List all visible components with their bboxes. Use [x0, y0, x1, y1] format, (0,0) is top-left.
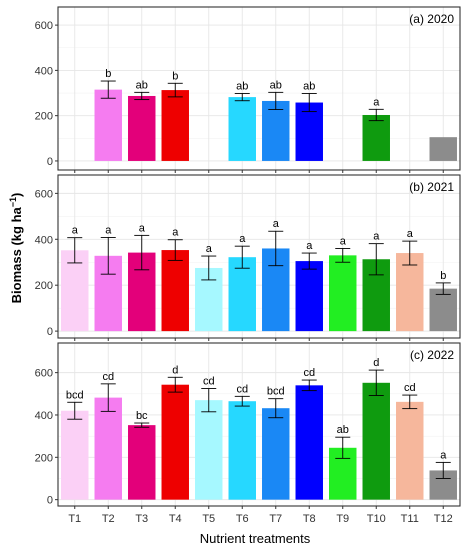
bar-t10 — [362, 382, 390, 500]
bar-t7 — [262, 408, 290, 500]
bar-t4 — [161, 90, 189, 161]
significance-letter: bc — [136, 410, 148, 422]
bar-t8 — [295, 261, 323, 332]
significance-letter: cd — [404, 382, 416, 394]
significance-letter: b — [440, 270, 446, 282]
x-tick-label-t4: T4 — [169, 513, 182, 525]
bar-t7 — [262, 100, 290, 161]
significance-letter: d — [373, 357, 379, 369]
bar-t6 — [228, 401, 256, 500]
bar-t3 — [128, 425, 156, 500]
bar-t1 — [61, 410, 89, 500]
y-axis-title: Biomass (kg ha−1) — [8, 193, 24, 304]
panel-1: b ab b ab ab ab a 0 200 400 600 (a) 2020 — [35, 6, 461, 173]
bar-t8 — [295, 385, 323, 500]
bar-t10 — [362, 114, 390, 161]
panel-border — [57, 174, 461, 339]
panel-border — [57, 342, 461, 507]
significance-letter: ab — [337, 424, 349, 436]
y-tick-label: 400 — [35, 234, 53, 246]
bar-t3 — [128, 95, 156, 161]
significance-letter: a — [273, 218, 280, 230]
significance-letter: b — [105, 68, 111, 80]
panel-background — [58, 343, 460, 506]
bar-t11 — [396, 253, 424, 332]
x-tick-label-t11: T11 — [401, 513, 419, 525]
significance-letter: a — [139, 222, 146, 234]
significance-letter: a — [306, 240, 313, 252]
bar-t2 — [94, 397, 122, 500]
y-tick-label: 400 — [35, 410, 53, 422]
bar-t4 — [161, 250, 189, 332]
x-tick-label-t10: T10 — [367, 513, 386, 525]
significance-letter: a — [172, 227, 179, 239]
y-tick-label: 600 — [35, 188, 53, 200]
y-tick-label: 200 — [35, 452, 53, 464]
panel-2: a a a a a a a a a a a b 0 200 400 600 (b) 2021 — [35, 174, 461, 341]
significance-letter: cd — [303, 367, 315, 379]
significance-letter: bcd — [267, 386, 285, 398]
significance-letter: b — [172, 70, 178, 82]
panel-title: (c) 2022 — [410, 348, 454, 362]
y-tick-label: 200 — [35, 111, 53, 123]
panel-background — [58, 175, 460, 338]
significance-letter: ab — [270, 79, 282, 91]
significance-letter: a — [340, 235, 347, 247]
x-tick-label-t3: T3 — [135, 513, 148, 525]
significance-letter: a — [105, 224, 112, 236]
significance-letter: cd — [203, 376, 215, 388]
bar-t6 — [228, 97, 256, 161]
significance-letter: d — [172, 364, 178, 376]
x-tick-label-t1: T1 — [68, 513, 81, 525]
x-tick-label-t5: T5 — [202, 513, 215, 525]
x-tick-label-t9: T9 — [336, 513, 349, 525]
x-tick-label-t8: T8 — [303, 513, 316, 525]
x-tick-label-t2: T2 — [102, 513, 115, 525]
significance-letter: a — [373, 96, 380, 108]
y-tick-label: 400 — [35, 65, 53, 77]
y-tick-label: 200 — [35, 280, 53, 292]
y-axis-title-close: ) — [9, 193, 24, 197]
significance-letter: a — [72, 225, 79, 237]
significance-letter: a — [407, 228, 414, 240]
panel-title: (a) 2020 — [409, 12, 454, 26]
bar-t5 — [195, 400, 223, 500]
x-tick-label-t7: T7 — [269, 513, 282, 525]
panel-background — [58, 7, 460, 170]
significance-letter: a — [206, 243, 213, 255]
y-tick-label: 0 — [47, 495, 53, 507]
bar-t4 — [161, 384, 189, 500]
significance-letter: bcd — [66, 389, 84, 401]
x-tick-label-t6: T6 — [236, 513, 249, 525]
x-tick-label-t12: T12 — [434, 513, 453, 525]
significance-letter: ab — [136, 79, 148, 91]
y-tick-label: 0 — [47, 156, 53, 168]
y-axis-title-sup: −1 — [8, 197, 18, 207]
significance-letter: a — [440, 449, 447, 461]
bar-t6 — [228, 257, 256, 332]
significance-letter: a — [373, 231, 380, 243]
bar-t8 — [295, 102, 323, 161]
y-tick-label: 0 — [47, 326, 53, 338]
bar-t12 — [429, 137, 457, 161]
y-axis-title-main: Biomass (kg ha — [9, 206, 24, 303]
x-axis-title: Nutrient treatments — [200, 531, 311, 546]
bar-t11 — [396, 401, 424, 500]
bar-t9 — [329, 255, 357, 332]
significance-letter: ab — [236, 80, 248, 92]
y-tick-label: 600 — [35, 20, 53, 32]
significance-letter: cd — [102, 371, 114, 383]
bar-t1 — [61, 250, 89, 332]
significance-letter: a — [239, 233, 246, 245]
y-tick-label: 600 — [35, 368, 53, 380]
bar-t2 — [94, 89, 122, 161]
bar-t12 — [429, 288, 457, 332]
significance-letter: cd — [236, 383, 248, 395]
significance-letter: ab — [303, 80, 315, 92]
panel-title: (b) 2021 — [409, 180, 454, 194]
panel-border — [57, 6, 461, 171]
